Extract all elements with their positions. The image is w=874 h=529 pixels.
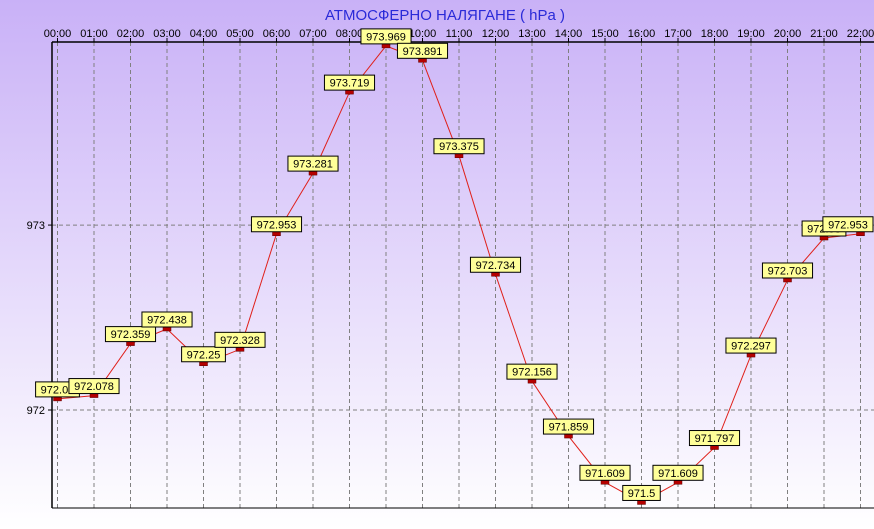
- y-tick-label: 973: [27, 220, 45, 232]
- data-label: 972.734: [476, 260, 516, 272]
- data-label-box: [68, 378, 120, 395]
- x-tick-labels: 00:00 01:00 02:00 03:00 04:00 05:00 06:00 07:00…: [44, 28, 874, 40]
- y-tick-labels: 972 973: [27, 220, 45, 417]
- data-label: 972.438: [147, 314, 187, 326]
- y-tick-label: 972: [27, 405, 45, 417]
- data-label-box: [396, 42, 449, 59]
- data-label-box: [104, 326, 157, 343]
- x-tick-label: 01:00: [80, 28, 108, 40]
- x-tick-label: 06:00: [263, 28, 291, 40]
- axis-layer: [48, 38, 874, 509]
- data-label-box: [688, 430, 741, 447]
- x-tick-label: 17:00: [664, 28, 692, 40]
- data-label: 972.156: [512, 367, 552, 379]
- data-label: 972.25: [187, 349, 221, 361]
- data-label: 973.281: [293, 159, 333, 171]
- data-label-box: [433, 138, 485, 155]
- x-tick-label: 18:00: [701, 28, 729, 40]
- x-tick-label: 20:00: [774, 28, 802, 40]
- x-tick-label: 02:00: [117, 28, 145, 40]
- data-label: 972.953: [257, 219, 297, 231]
- data-label-box: [652, 464, 704, 481]
- data-label: 973.375: [439, 141, 479, 153]
- data-label: 972.078: [74, 381, 114, 393]
- x-tick-label: 21:00: [810, 28, 838, 40]
- marker-layer: [53, 42, 865, 505]
- data-label-box: [579, 464, 631, 481]
- data-label-box: [542, 418, 595, 435]
- data-label-box: [725, 337, 777, 354]
- data-label-box: [250, 216, 303, 233]
- x-tick-label: 15:00: [591, 28, 619, 40]
- data-label-box: [761, 262, 814, 279]
- data-label-box: [469, 256, 522, 273]
- x-tick-label: 22:00: [847, 28, 874, 40]
- data-label: 971.609: [585, 468, 625, 480]
- data-label-box: [622, 484, 661, 501]
- data-label-box: [181, 346, 226, 363]
- x-tick-label: 00:00: [44, 28, 72, 40]
- data-label: 973.891: [403, 46, 443, 58]
- x-tick-label: 07:00: [299, 28, 327, 40]
- x-tick-label: 12:00: [482, 28, 510, 40]
- data-label-box: [506, 363, 558, 380]
- data-label: 973.719: [330, 78, 370, 90]
- x-tick-label: 13:00: [518, 28, 546, 40]
- data-label-box: [822, 216, 874, 233]
- x-tick-label: 14:00: [555, 28, 583, 40]
- data-label: 971.5: [628, 488, 656, 500]
- chart-title: АТМОСФЕРНО НАЛЯГАНЕ ( hPa ): [325, 7, 565, 24]
- x-tick-label: 05:00: [226, 28, 254, 40]
- data-label-layer: 972.06 972.078 972.359 972.438 972.25 972.328…: [35, 28, 874, 501]
- data-label: 972.328: [220, 335, 260, 347]
- data-label-box: [360, 28, 412, 45]
- x-tick-label: 08:00: [336, 28, 364, 40]
- data-label: 972.359: [111, 329, 151, 341]
- data-label: 972.297: [731, 341, 771, 353]
- data-label: 972.06: [41, 384, 75, 396]
- data-label-box: [287, 155, 339, 172]
- data-label: 971.609: [658, 468, 698, 480]
- x-tick-label: 10:00: [409, 28, 437, 40]
- data-label-box: [214, 331, 266, 348]
- data-label-box: [141, 311, 193, 328]
- x-tick-label: 11:00: [446, 28, 473, 40]
- data-label: 972.953: [828, 219, 868, 231]
- x-tick-label: 16:00: [628, 28, 656, 40]
- x-tick-label: 03:00: [153, 28, 181, 40]
- x-tick-label: 04:00: [190, 28, 218, 40]
- data-label: 971.797: [695, 433, 735, 445]
- data-label: 973.969: [366, 31, 406, 43]
- data-label: 971.859: [549, 422, 589, 434]
- data-label: 972.703: [768, 265, 808, 277]
- x-tick-label: 19:00: [737, 28, 765, 40]
- data-label-box: [323, 74, 376, 91]
